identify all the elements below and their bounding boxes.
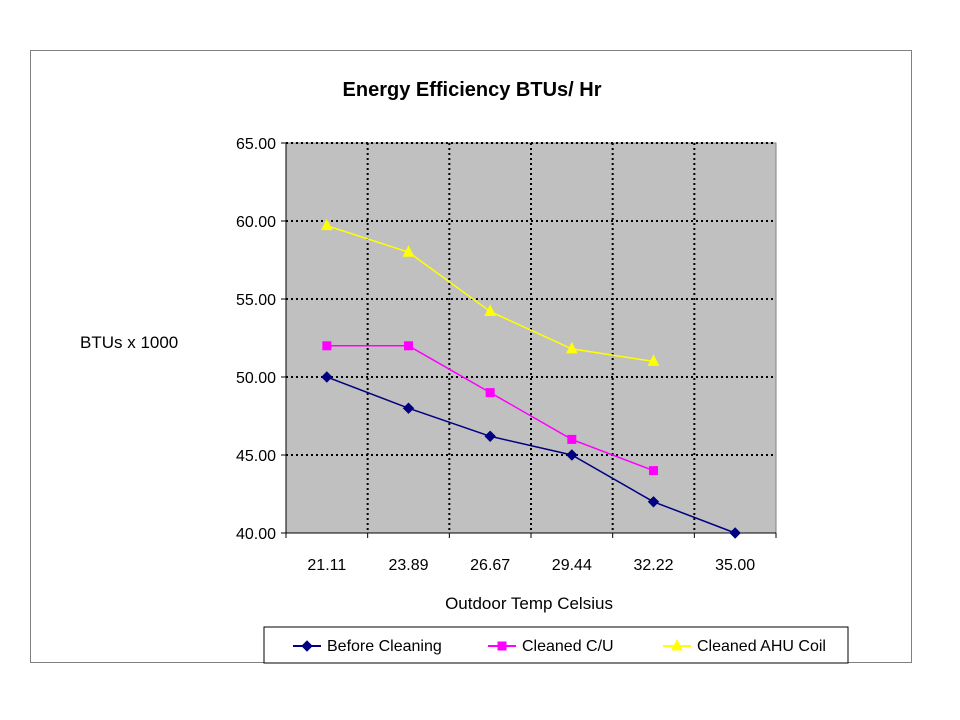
x-axis-label: Outdoor Temp Celsius xyxy=(445,594,613,613)
data-point xyxy=(322,341,332,351)
data-point xyxy=(321,218,333,231)
y-tick-label: 65.00 xyxy=(236,136,276,153)
series-lines xyxy=(321,218,741,539)
data-point xyxy=(567,434,577,444)
data-point xyxy=(566,341,578,354)
legend-entry: Cleaned C/U xyxy=(488,638,614,655)
data-point xyxy=(649,466,658,476)
legend-entry: Before Cleaning xyxy=(293,638,442,655)
x-tick-label: 29.44 xyxy=(552,557,592,574)
y-tick-label: 40.00 xyxy=(236,526,276,543)
data-point xyxy=(566,449,578,461)
legend xyxy=(263,626,849,664)
data-point xyxy=(647,496,660,508)
legend-label: Before Cleaning xyxy=(327,638,442,655)
x-tick-label: 26.67 xyxy=(470,557,510,574)
data-point xyxy=(404,341,413,351)
legend-swatch-marker xyxy=(671,638,683,651)
x-tick-label: 35.00 xyxy=(715,557,755,574)
series-line xyxy=(326,376,736,534)
x-tick-label: 32.22 xyxy=(633,557,673,574)
y-tick-label: 45.00 xyxy=(236,448,276,465)
data-point xyxy=(647,354,660,366)
y-tick-label: 55.00 xyxy=(236,292,276,309)
axes xyxy=(281,142,777,538)
y-tick-labels: 40.00 45.00 50.00 55.00 60.00 65.00 xyxy=(236,136,276,543)
grid-lines xyxy=(286,142,776,533)
x-tick-label: 21.11 xyxy=(307,557,346,574)
data-point xyxy=(485,388,495,398)
data-point xyxy=(484,304,496,316)
series-0 xyxy=(321,371,741,539)
legend-label: Cleaned AHU Coil xyxy=(697,638,826,655)
data-point xyxy=(484,430,496,442)
data-point xyxy=(402,245,415,257)
series-2 xyxy=(321,218,660,366)
y-tick-label: 50.00 xyxy=(236,370,276,387)
data-point xyxy=(402,402,415,414)
legend-entry: Cleaned AHU Coil xyxy=(663,638,826,655)
legend-swatch-marker xyxy=(497,641,507,651)
legend-entries: Before Cleaning Cleaned C/U Cleaned AHU Co… xyxy=(293,638,826,655)
y-tick-label: 60.00 xyxy=(236,214,276,231)
data-point xyxy=(321,371,333,383)
x-tick-labels: 21.11 23.89 26.67 29.44 32.22 35.00 xyxy=(307,557,755,574)
chart-title: Energy Efficiency BTUs/ Hr xyxy=(343,79,602,101)
data-point xyxy=(729,527,741,539)
y-axis-label: BTUs x 1000 xyxy=(80,333,178,352)
legend-swatch-marker xyxy=(301,640,313,652)
series-1 xyxy=(322,341,658,476)
legend-label: Cleaned C/U xyxy=(522,638,614,655)
x-tick-label: 23.89 xyxy=(388,557,428,574)
